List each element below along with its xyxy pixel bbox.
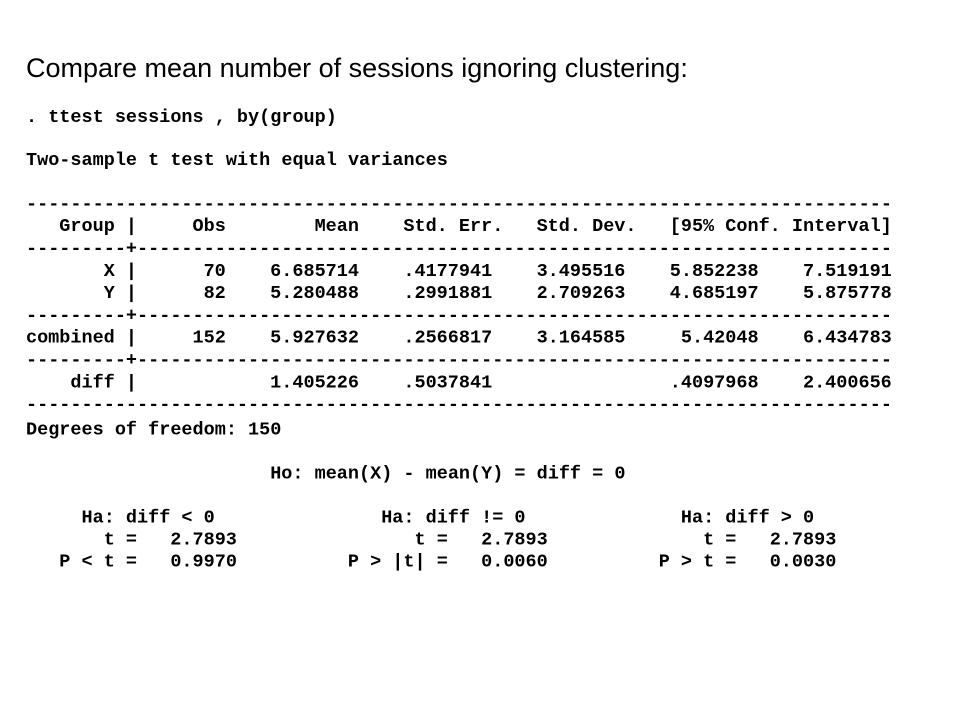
cell: 3.495516 [537, 261, 626, 282]
divider: ---------+------------------------------… [26, 350, 892, 371]
cell: 5.42048 [681, 328, 759, 349]
cell: 7.519191 [803, 261, 892, 282]
divider: ---------+------------------------------… [26, 238, 892, 259]
cell: .5037841 [403, 372, 492, 393]
slide-title: Compare mean number of sessions ignoring… [26, 53, 688, 83]
cell: 5.875778 [803, 283, 892, 304]
cell: .2991881 [403, 283, 492, 304]
alternative-p: P < t = 0.9970 [59, 552, 237, 573]
header-cell: Mean [315, 216, 359, 237]
header-cell: Std. Err. [403, 216, 503, 237]
cell: .4177941 [403, 261, 492, 282]
pipe: | [126, 372, 137, 393]
divider: ---------+------------------------------… [26, 305, 892, 326]
header-cell: [95% Conf. Interval] [670, 216, 892, 237]
cell: 6.434783 [803, 328, 892, 349]
cell: 82 [204, 283, 226, 304]
null-hypothesis: Ho: mean(X) - mean(Y) = diff = 0 [270, 464, 625, 485]
cell: combined [26, 328, 115, 349]
degrees-of-freedom: Degrees of freedom: 150 [26, 420, 281, 441]
cell: 6.685714 [270, 261, 359, 282]
alternative-ha: Ha: diff < 0 [82, 508, 215, 529]
test-title: Two-sample t test with equal variances [26, 150, 448, 171]
pipe: | [126, 261, 137, 282]
cell: 5.852238 [670, 261, 759, 282]
alternative-t: t = 2.7893 [703, 530, 836, 551]
alternative-t: t = 2.7893 [415, 530, 548, 551]
cell: 5.927632 [270, 328, 359, 349]
cell: 1.405226 [270, 372, 359, 393]
rule: ----------------------------------------… [26, 395, 892, 416]
cell: 152 [192, 328, 225, 349]
cell: .2566817 [403, 328, 492, 349]
cell: X [104, 261, 116, 282]
header-cell: Std. Dev. [537, 216, 637, 237]
cell: 3.164585 [537, 328, 626, 349]
rule: ----------------------------------------… [26, 194, 892, 215]
alternative-ha: Ha: diff != 0 [381, 508, 525, 529]
cell: 2.709263 [537, 283, 626, 304]
command: . ttest sessions , by(group) [26, 107, 337, 128]
cell: .4097968 [670, 372, 759, 393]
alternative-ha: Ha: diff > 0 [681, 508, 814, 529]
pipe: | [126, 328, 137, 349]
pipe: | [126, 216, 137, 237]
cell: Y [104, 283, 116, 304]
cell: 4.685197 [670, 283, 759, 304]
pipe: | [126, 283, 137, 304]
cell: 2.400656 [803, 372, 892, 393]
header-cell: Group [59, 216, 115, 237]
cell: 70 [204, 261, 226, 282]
cell: 5.280488 [270, 283, 359, 304]
alternative-p: P > |t| = 0.0060 [348, 552, 548, 573]
alternative-p: P > t = 0.0030 [659, 552, 837, 573]
cell: diff [70, 372, 114, 393]
header-cell: Obs [192, 216, 225, 237]
alternative-t: t = 2.7893 [104, 530, 237, 551]
